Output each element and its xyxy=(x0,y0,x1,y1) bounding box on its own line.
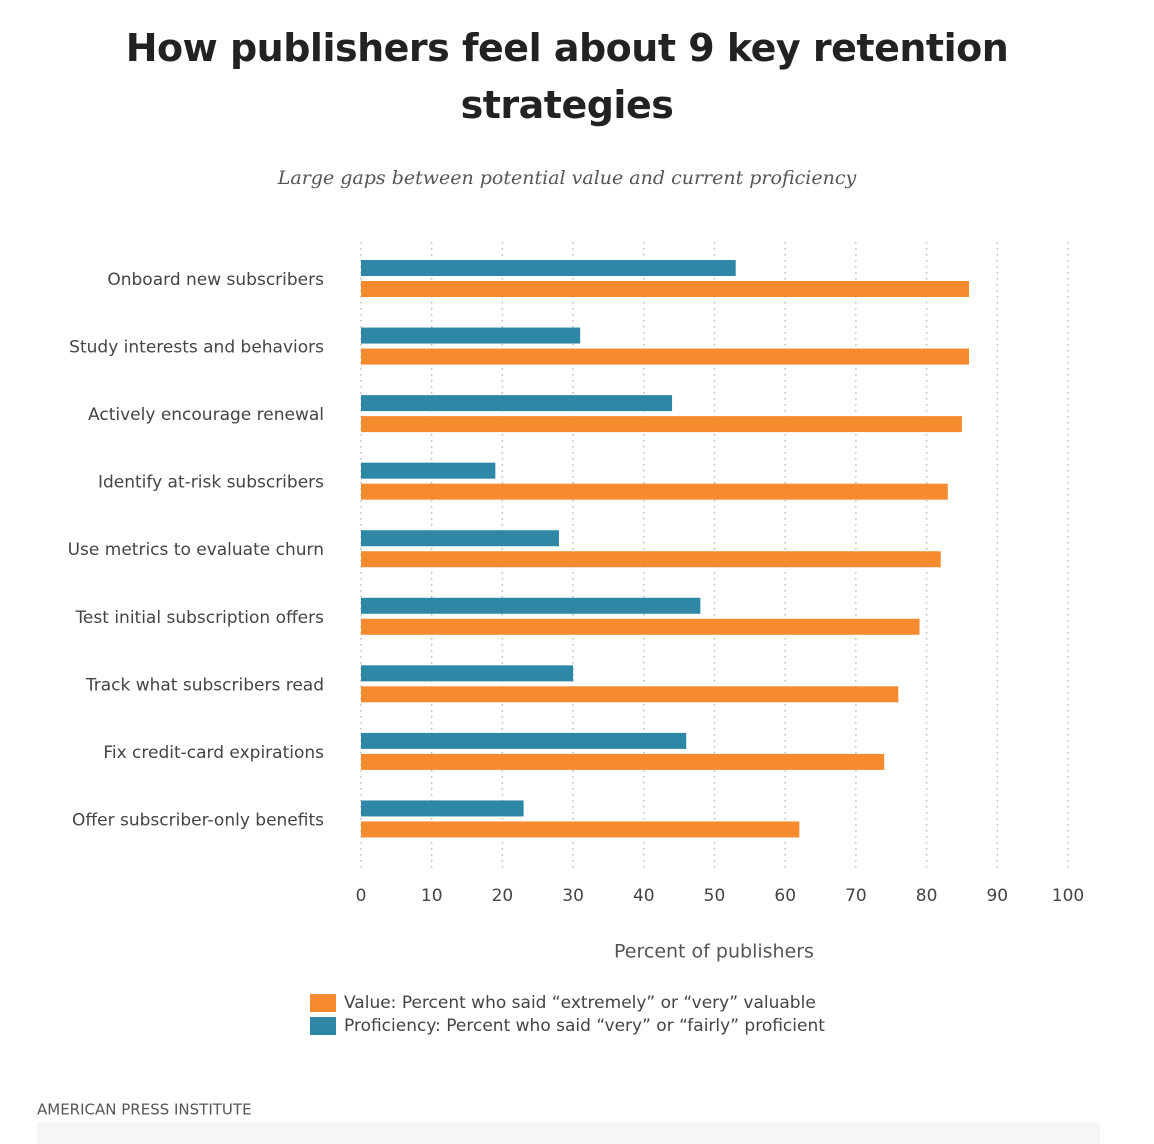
x-tick-label: 80 xyxy=(916,886,938,906)
bar xyxy=(361,483,948,500)
bar xyxy=(361,395,673,412)
bar xyxy=(361,618,920,635)
x-tick-label: 60 xyxy=(774,886,796,906)
bar xyxy=(361,260,736,276)
y-tick-label: Offer subscriber-only benefits xyxy=(72,810,324,830)
x-tick-label: 20 xyxy=(492,886,514,906)
bar xyxy=(361,281,970,297)
bar xyxy=(361,732,687,749)
bar xyxy=(361,530,559,547)
x-tick-label: 50 xyxy=(704,886,726,906)
x-tick-label: 0 xyxy=(356,886,367,906)
y-tick-label: Test initial subscription offers xyxy=(74,608,324,628)
x-tick-label: 70 xyxy=(845,886,867,906)
x-tick-label: 30 xyxy=(562,886,584,906)
bar xyxy=(361,416,962,433)
y-tick-label: Identify at-risk subscribers xyxy=(98,473,324,493)
footer-band xyxy=(37,1122,1100,1144)
bar xyxy=(361,327,581,344)
y-tick-label: Track what subscribers read xyxy=(85,675,324,695)
y-tick-label: Actively encourage renewal xyxy=(88,405,324,425)
legend-label: Value: Percent who said “extremely” or “… xyxy=(344,993,816,1013)
x-tick-label: 40 xyxy=(633,886,655,906)
x-tick-label: 100 xyxy=(1052,886,1084,906)
subtitle: Large gaps between potential value and c… xyxy=(277,167,857,189)
bar xyxy=(361,551,941,568)
y-tick-label: Study interests and behaviors xyxy=(69,338,324,358)
bar xyxy=(361,686,899,703)
legend-swatch xyxy=(310,1017,336,1035)
y-tick-label: Onboard new subscribers xyxy=(107,270,324,290)
bar xyxy=(361,597,701,614)
bar xyxy=(361,665,574,682)
bar xyxy=(361,462,496,479)
x-tick-label: 10 xyxy=(421,886,443,906)
legend-swatch xyxy=(310,994,336,1012)
source: AMERICAN PRESS INSTITUTE xyxy=(37,1101,252,1119)
y-tick-label: Use metrics to evaluate churn xyxy=(68,540,324,560)
bar xyxy=(361,753,885,770)
bar xyxy=(361,821,800,838)
bar xyxy=(361,800,524,817)
x-axis-label: Percent of publishers xyxy=(614,941,814,963)
y-tick-label: Fix credit-card expirations xyxy=(103,743,324,763)
bar xyxy=(361,348,970,365)
x-tick-label: 90 xyxy=(986,886,1008,906)
chart-title: How publishers feel about 9 key retentio… xyxy=(125,26,1009,127)
legend-label: Proficiency: Percent who said “very” or … xyxy=(344,1016,825,1036)
